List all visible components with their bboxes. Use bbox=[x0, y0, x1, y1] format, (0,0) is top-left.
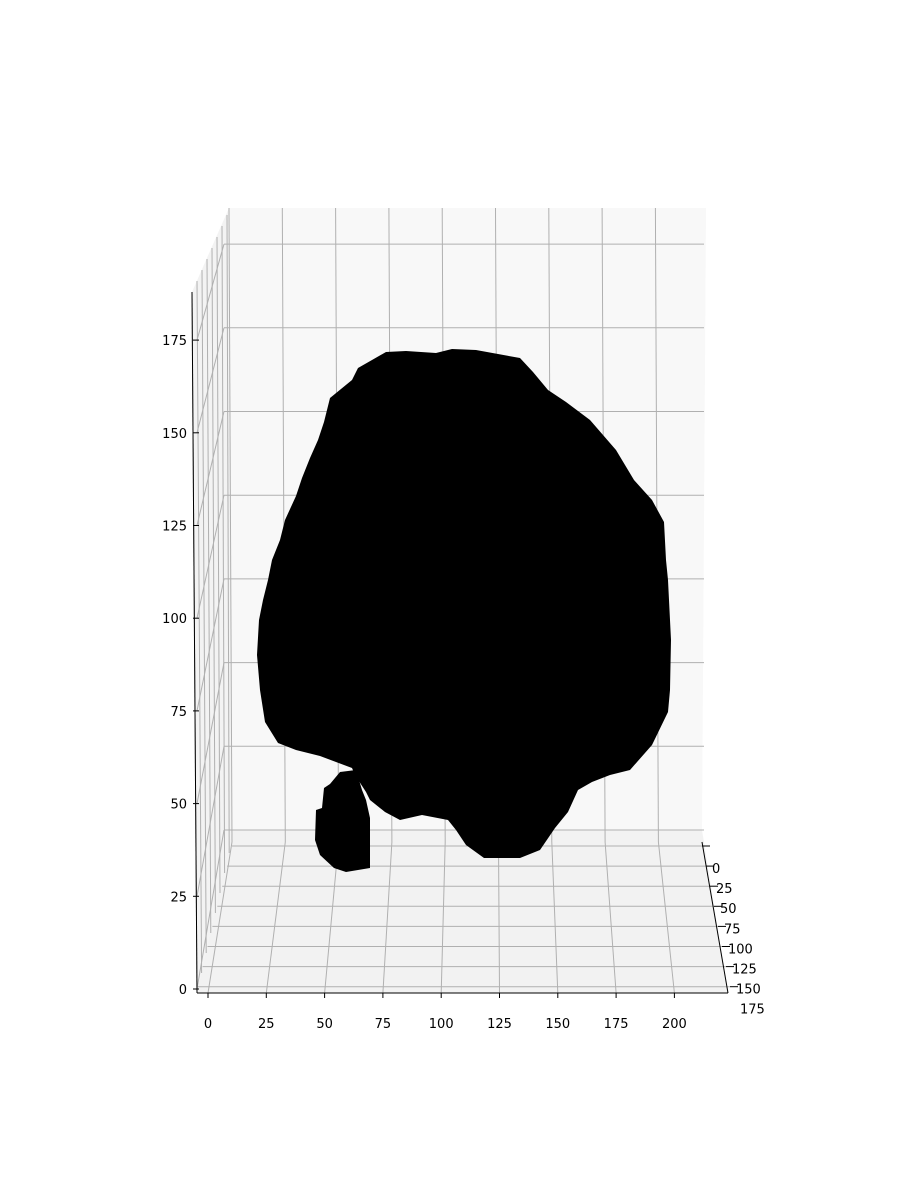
tick-label-x-50: 50 bbox=[316, 1017, 333, 1032]
tick-label-y-25: 25 bbox=[716, 882, 733, 897]
voxel-body bbox=[257, 349, 671, 872]
floor-pane bbox=[197, 830, 728, 993]
z-axis-line bbox=[191, 291, 198, 994]
grid-x-floor-0 bbox=[207, 841, 233, 994]
tick-label-x-75: 75 bbox=[375, 1017, 392, 1032]
grid-x-floor-150 bbox=[551, 841, 559, 994]
tick-label-y-50: 50 bbox=[720, 902, 737, 917]
tick-label-z-150: 150 bbox=[162, 427, 187, 442]
tick-label-x-125: 125 bbox=[487, 1017, 512, 1032]
axes bbox=[191, 291, 729, 994]
grid-z-left-125 bbox=[196, 411, 225, 526]
grid-left-edge-4 bbox=[211, 247, 216, 914]
grid-x-floor-100 bbox=[440, 841, 446, 994]
tick-label-z-175: 175 bbox=[162, 334, 187, 349]
tick-label-z-75: 75 bbox=[170, 705, 187, 720]
grid-left-edge-6 bbox=[221, 225, 226, 874]
grid-left-edge-3 bbox=[206, 258, 212, 934]
tick-label-y-150: 150 bbox=[736, 983, 761, 998]
grid-x-floor-200 bbox=[657, 841, 675, 994]
grid-z-left-100 bbox=[196, 495, 225, 619]
grid-left-edge-7 bbox=[226, 214, 230, 854]
grid-left-edge-1 bbox=[196, 280, 203, 974]
tick-label-z-125: 125 bbox=[162, 520, 187, 535]
voxel-main-mass bbox=[257, 349, 671, 858]
tick-label-z-25: 25 bbox=[170, 890, 187, 905]
left-pane bbox=[192, 208, 232, 993]
tick-labels: 0 25 50 75 100 125 150 175 200 0 25 50 75 100 125 150 17… bbox=[162, 334, 765, 1032]
grid-x-floor-75 bbox=[382, 841, 393, 994]
tick-label-x-100: 100 bbox=[429, 1017, 454, 1032]
tick-label-z-0: 0 bbox=[179, 983, 187, 998]
tick-label-y-0: 0 bbox=[712, 862, 720, 877]
tick-label-x-150: 150 bbox=[545, 1017, 570, 1032]
grid-z-left-150 bbox=[196, 327, 225, 433]
grid-x-floor-25 bbox=[265, 841, 286, 994]
grid-left-edge-5 bbox=[216, 236, 221, 894]
grid-x-floor-125 bbox=[498, 841, 500, 994]
tick-label-x-25: 25 bbox=[258, 1017, 275, 1032]
grid-z-left-175 bbox=[196, 243, 225, 341]
grid-x-floor-175 bbox=[604, 841, 617, 994]
y-axis-line bbox=[701, 841, 729, 994]
grid-left-edge-2 bbox=[201, 269, 207, 954]
tick-marks bbox=[193, 339, 738, 998]
tick-label-y-125: 125 bbox=[732, 963, 757, 978]
tick-label-y-75: 75 bbox=[724, 922, 741, 937]
voxel-small-lobe bbox=[315, 770, 370, 872]
tick-label-x-0: 0 bbox=[204, 1017, 212, 1032]
tick-label-y-175: 175 bbox=[740, 1003, 765, 1018]
tick-label-x-200: 200 bbox=[662, 1017, 687, 1032]
grid-x-back-0 bbox=[228, 207, 233, 843]
tick-label-z-50: 50 bbox=[170, 798, 187, 813]
tick-label-x-175: 175 bbox=[604, 1017, 629, 1032]
tick-label-z-100: 100 bbox=[162, 612, 187, 627]
tick-label-y-100: 100 bbox=[728, 942, 753, 957]
grid-z-left-75 bbox=[196, 578, 225, 712]
